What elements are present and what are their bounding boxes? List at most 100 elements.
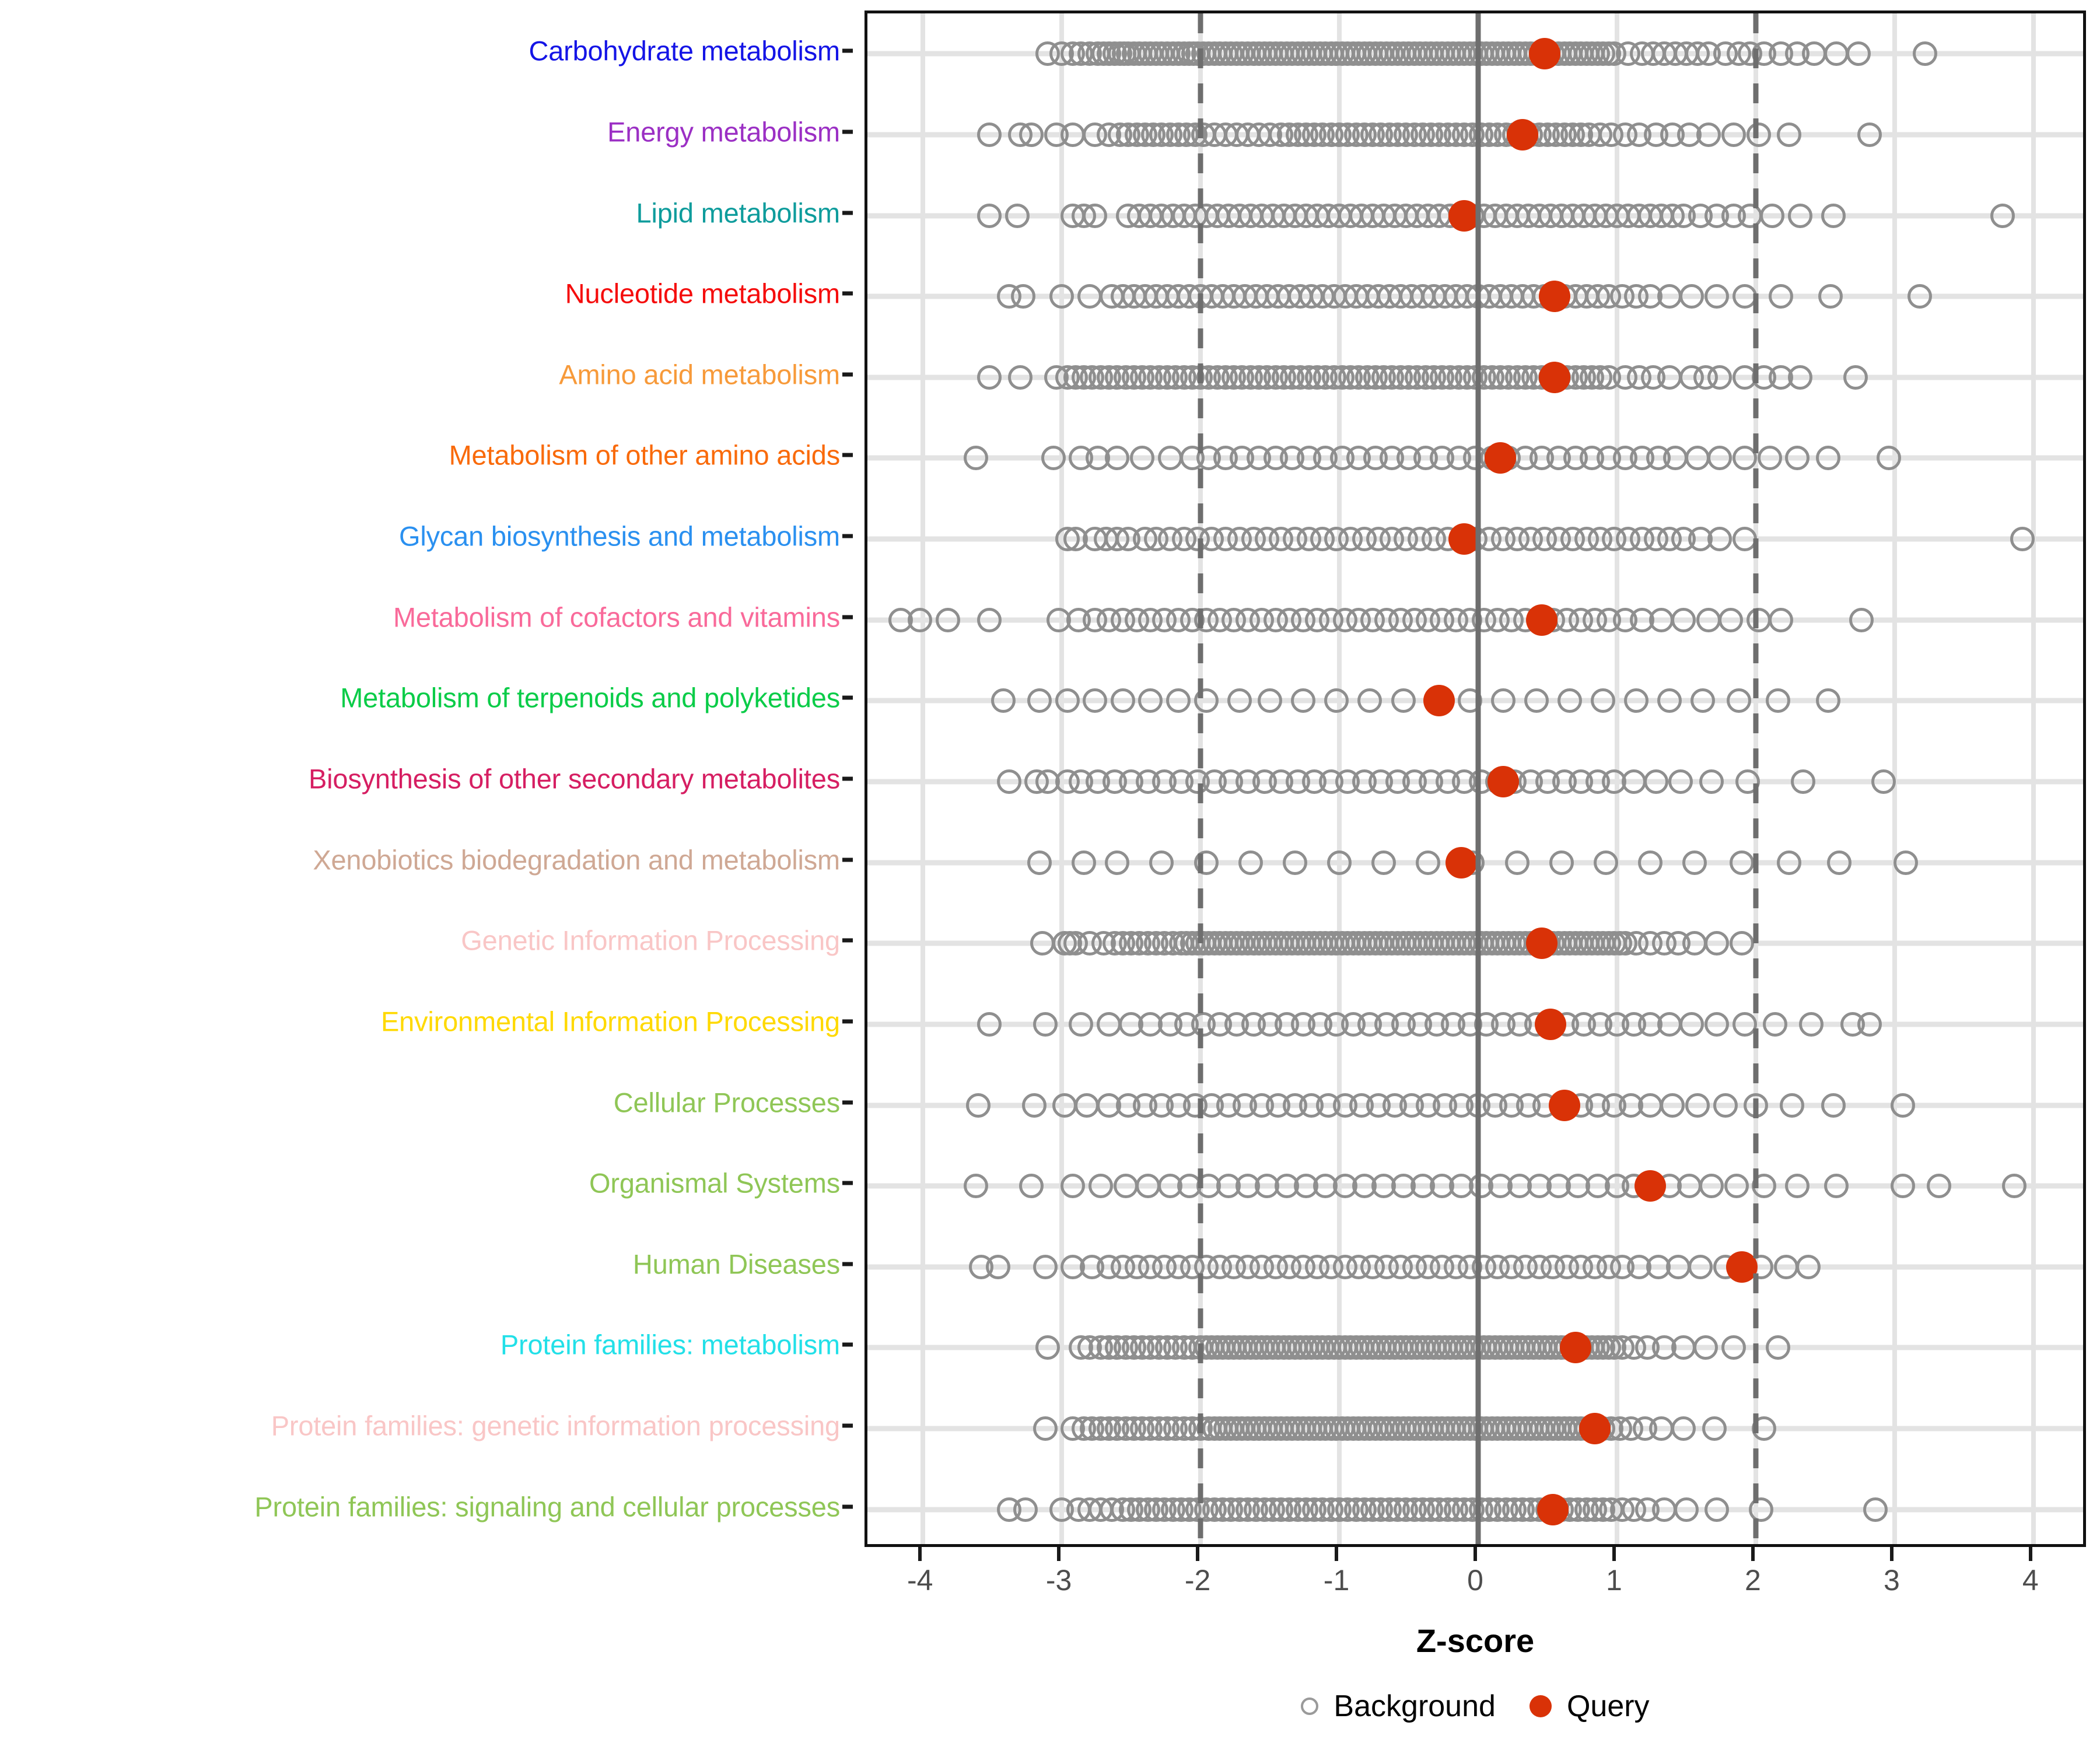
x-axis-tick-label: -1 (1323, 1564, 1350, 1597)
background-point (1110, 688, 1135, 713)
query-point[interactable] (1423, 685, 1455, 717)
x-axis-tick-label: -2 (1184, 1564, 1211, 1597)
background-point (1891, 1093, 1916, 1118)
y-axis-label: Organismal Systems (589, 1167, 840, 1199)
query-point[interactable] (1534, 1008, 1566, 1040)
background-point (1357, 688, 1382, 713)
background-point (963, 1174, 988, 1199)
background-point (908, 607, 933, 632)
background-point (1282, 850, 1307, 875)
background-point (1019, 1174, 1044, 1199)
y-axis-tick (842, 1504, 853, 1509)
background-point (1768, 607, 1793, 632)
background-point (1846, 41, 1871, 66)
background-point (1738, 203, 1763, 228)
query-point[interactable] (1446, 846, 1478, 878)
x-axis-tick-label: 2 (1745, 1564, 1761, 1597)
background-point (1688, 1254, 1713, 1279)
query-point[interactable] (1538, 361, 1570, 393)
background-point (1796, 1254, 1821, 1279)
background-point (1391, 688, 1416, 713)
background-point (1055, 688, 1080, 713)
background-point (1746, 122, 1771, 147)
background-point (977, 607, 1002, 632)
x-axis-tick-label: 1 (1606, 1564, 1622, 1597)
x-axis-tick (1751, 1547, 1755, 1561)
background-point (1035, 1335, 1060, 1360)
background-point (1651, 1497, 1676, 1522)
background-point (1113, 1174, 1138, 1199)
background-point (1671, 607, 1696, 632)
query-point[interactable] (1526, 928, 1558, 960)
background-point (1927, 1174, 1951, 1199)
background-point (1005, 203, 1030, 228)
background-point (1857, 1012, 1882, 1037)
y-axis-label: Metabolism of cofactors and vitamins (393, 601, 840, 633)
background-point (1558, 688, 1583, 713)
query-point[interactable] (1559, 1332, 1591, 1364)
background-point (996, 769, 1021, 794)
background-point (1696, 607, 1721, 632)
query-point[interactable] (1487, 766, 1519, 797)
query-point[interactable] (1548, 1089, 1580, 1121)
background-point (1763, 1012, 1788, 1037)
background-point (1238, 850, 1263, 875)
background-point (1799, 1012, 1824, 1037)
background-point (1638, 1093, 1663, 1118)
x-axis-tick-label: -4 (907, 1564, 933, 1597)
background-point (1704, 1012, 1730, 1037)
background-point (1665, 1254, 1690, 1279)
query-point[interactable] (1578, 1413, 1611, 1445)
background-point (1072, 850, 1097, 875)
background-point (1718, 607, 1744, 632)
background-point (1821, 203, 1846, 228)
query-point[interactable] (1529, 38, 1561, 70)
background-point (1593, 850, 1618, 875)
x-gridline (2031, 13, 2036, 1544)
y-axis-label: Protein families: metabolism (500, 1329, 840, 1360)
y-axis-label: Human Diseases (632, 1248, 840, 1280)
x-axis-tick-label: -3 (1045, 1564, 1072, 1597)
y-axis-label: Nucleotide metabolism (565, 278, 840, 309)
y-axis-labels: Carbohydrate metabolism Energy metabolism… (0, 0, 853, 1552)
background-point (1891, 1174, 1916, 1199)
background-point (1166, 688, 1191, 713)
x-axis-tick (1057, 1547, 1061, 1561)
query-point[interactable] (1485, 442, 1517, 474)
query-point[interactable] (1634, 1170, 1667, 1202)
background-point (1788, 365, 1813, 390)
y-axis-label: Lipid metabolism (636, 197, 841, 229)
query-point[interactable] (1526, 604, 1558, 636)
y-axis-tick (842, 1181, 853, 1185)
background-point (1779, 1093, 1804, 1118)
x-axis: -4 -3 -2 -1 0 1 2 3 4 (864, 1547, 2086, 1623)
background-point (1704, 284, 1730, 309)
query-point[interactable] (1726, 1251, 1758, 1283)
background-point (985, 1254, 1010, 1279)
reference-line--2 (1198, 13, 1203, 1544)
background-point (1727, 688, 1752, 713)
background-point (1013, 1497, 1038, 1522)
background-point (1843, 365, 1868, 390)
background-point (1893, 850, 1918, 875)
background-point (1693, 1335, 1718, 1360)
query-point[interactable] (1537, 1493, 1569, 1525)
background-point (1643, 769, 1668, 794)
background-point (1857, 122, 1882, 147)
background-point (977, 122, 1002, 147)
background-point (1105, 446, 1130, 471)
background-point (2010, 527, 2035, 552)
y-axis-tick (842, 453, 853, 457)
background-point (1990, 203, 2015, 228)
query-point[interactable] (1448, 200, 1480, 232)
y-axis-tick (842, 130, 853, 134)
query-point[interactable] (1538, 281, 1570, 313)
background-point (1657, 284, 1682, 309)
background-point (1227, 688, 1252, 713)
query-point[interactable] (1448, 523, 1480, 555)
background-point (1707, 527, 1732, 552)
plot-panel (864, 10, 2086, 1547)
background-point (1696, 122, 1721, 147)
query-point[interactable] (1507, 118, 1539, 150)
background-point (1327, 850, 1352, 875)
